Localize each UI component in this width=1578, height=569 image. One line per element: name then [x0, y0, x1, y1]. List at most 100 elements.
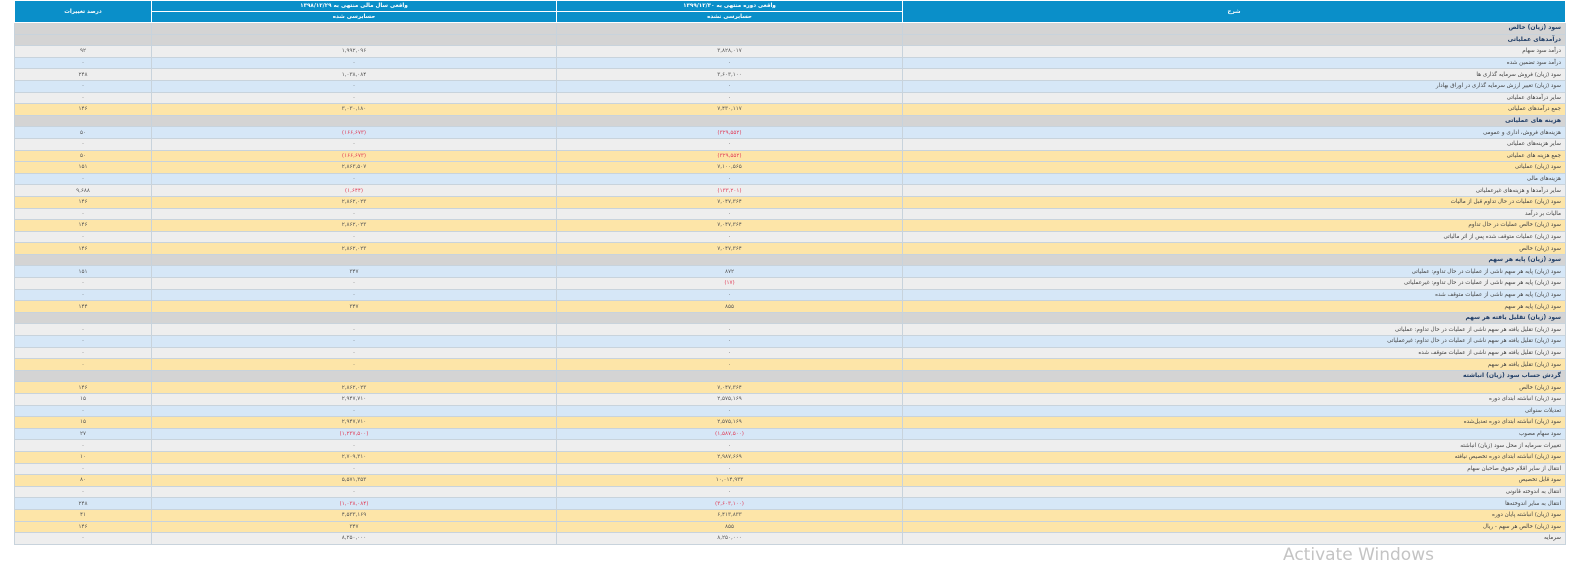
prior-value-cell: ۲,۸۶۳,۵۰۷: [151, 161, 557, 174]
prior-value-cell: ۲,۹۴۷,۷۱۰: [151, 393, 557, 406]
prior-value-cell: [151, 33, 557, 47]
table-row: ۲۴۸ (۱,۰۳۸,۰۸۴) (۳,۶۰۳,۱۰۰) انتقال به سایر …: [14, 497, 1566, 510]
section-title: سود (زیان) پایه هر سهم: [902, 253, 1566, 267]
row-description: انتقال از سایر اقلام حقوق صاحبان سهام: [902, 462, 1566, 476]
current-audit-status: حسابرسی نشده: [556, 11, 903, 23]
current-value-cell: ۰: [556, 485, 903, 499]
row-description: سود سهام مصوب: [902, 427, 1566, 441]
row-description: سود (زیان) انباشته ابتدای دوره تعدیل‌شده: [902, 416, 1566, 429]
prior-value-cell: ۲,۹۴۷,۷۱۰: [151, 416, 557, 429]
current-value-cell: ۷,۰۴۷,۳۶۴: [556, 381, 903, 394]
row-description: سود (زیان) عملیات متوقف شده پس از اثر ما…: [902, 230, 1566, 244]
change-cell: ۵۰: [14, 149, 152, 163]
row-description: هزینه‌های مالی: [902, 172, 1566, 186]
current-value-cell: ۰: [556, 335, 903, 348]
row-description: تغییرات سرمایه از محل سود (زیان) انباشته: [902, 439, 1566, 452]
current-value-cell: ۱۰,۰۱۴,۹۳۳: [556, 474, 903, 487]
current-value-cell: (۳,۶۰۳,۱۰۰): [556, 497, 903, 510]
change-cell: ۰: [14, 56, 152, 70]
row-description: سود قابل تخصیص: [902, 474, 1566, 487]
table-row: ۰ ۰ ۰ سود (زیان) تقلیل یافته هر سهم: [14, 358, 1566, 371]
table-row: ۱۴۶ ۳۴۷ ۸۵۵ سود (زیان) خالص هر سهم - ریال: [14, 520, 1566, 534]
header-row: درصد تغییرات واقعی سال مالی منتهی به ۱۳۹…: [14, 0, 1566, 23]
table-row: ۵۰ (۱۶۶,۶۷۳) (۳۲۹,۵۵۲) هزینه‌های فروش، ادار…: [14, 126, 1566, 139]
prior-value-cell: ۰: [151, 335, 557, 348]
current-value-cell: [556, 253, 903, 267]
row-description: سرمایه: [902, 532, 1566, 545]
table-row: ۱۵ ۲,۹۴۷,۷۱۰ ۲,۵۷۵,۱۶۹ سود (زیان) انباشته ا…: [14, 393, 1566, 406]
table-row: ۴۱ ۴,۵۳۳,۱۶۹ ۶,۴۱۳,۸۳۳ سود (زیان) انباشته پ…: [14, 508, 1566, 522]
row-description: سود (زیان) خالص عملیات در حال تداوم: [902, 219, 1566, 232]
change-cell: [14, 33, 152, 47]
prior-value-cell: ۰: [151, 277, 557, 290]
row-description: سایر درآمدهای عملیاتی: [902, 91, 1566, 105]
current-value-cell: ۶,۴۱۳,۸۳۳: [556, 508, 903, 522]
change-cell: ۰: [14, 532, 152, 545]
row-description: سود (زیان) انباشته ابتدای دوره: [902, 393, 1566, 406]
prior-value-cell: ۰: [151, 358, 557, 371]
current-value-cell: ۸,۲۵۰,۰۰۰: [556, 532, 903, 545]
row-description: جمع درآمدهای عملیاتی: [902, 103, 1566, 116]
table-row: ۰ ۰ ۰ سود (زیان) پایه هر سهم ناشی از عملیات…: [14, 288, 1566, 302]
prior-value-cell: ۳۴۷: [151, 520, 557, 534]
change-cell: [14, 253, 152, 267]
current-value-cell: ۰: [556, 323, 903, 337]
change-cell: ۱۵: [14, 416, 152, 429]
current-value-cell: ۸۵۵: [556, 520, 903, 534]
table-row: ۹,۶۸۸ (۱,۶۴۴) (۱۳۳,۲۰۱) سایر درآمدها و هزین…: [14, 184, 1566, 197]
row-description: سود (زیان) پایه هر سهم ناشی از عملیات در…: [902, 277, 1566, 290]
current-value-cell: ۰: [556, 404, 903, 418]
row-description: سود (زیان) انباشته پایان دوره: [902, 508, 1566, 522]
change-cell: [14, 114, 152, 128]
section-header-row: درآمدهای عملیاتی: [14, 33, 1566, 47]
table-row: ۰ ۰ ۰ سود (زیان) تقلیل یافته هر سهم ناشی از…: [14, 323, 1566, 337]
current-value-cell: ۲,۵۷۵,۱۶۹: [556, 416, 903, 429]
prior-value-cell: (۱,۰۳۸,۰۸۴): [151, 497, 557, 510]
prior-value-cell: ۰: [151, 207, 557, 221]
current-value-cell: ۰: [556, 288, 903, 302]
section-header-row: سود (زیان) تقلیل یافته هر سهم: [14, 311, 1566, 325]
table-row: ۱۴۶ ۳,۰۳۰,۱۸۰ ۷,۴۳۰,۱۱۷ جمع درآمدهای عملیات…: [14, 103, 1566, 116]
row-description: سود (زیان) پایه هر سهم ناشی از عملیات در…: [902, 265, 1566, 279]
change-cell: ۱۵۱: [14, 161, 152, 174]
current-value-cell: ۲,۹۸۷,۶۶۹: [556, 450, 903, 464]
table-row: ۰ ۰ ۰ درآمد سود تضمین شده: [14, 56, 1566, 70]
row-description: سود (زیان) تقلیل یافته هر سهم ناشی از عم…: [902, 346, 1566, 360]
table-row: ۰ ۰ ۰ مالیات بر درآمد: [14, 207, 1566, 221]
table-row: ۰ ۰ ۰ هزینه‌های مالی: [14, 172, 1566, 186]
section-title: سود (زیان) تقلیل یافته هر سهم: [902, 311, 1566, 325]
prior-value-cell: ۳۴۷: [151, 265, 557, 279]
table-row: ۰ ۰ ۰ سود (زیان) تقلیل یافته هر سهم ناشی از…: [14, 335, 1566, 348]
current-value-cell: (۱,۵۸۷,۵۰۰): [556, 427, 903, 441]
current-value-cell: ۷,۰۴۷,۳۶۴: [556, 242, 903, 255]
prior-value-cell: [151, 253, 557, 267]
table-row: ۱۵ ۲,۹۴۷,۷۱۰ ۲,۵۷۵,۱۶۹ سود (زیان) انباشته ا…: [14, 416, 1566, 429]
current-value-cell: [556, 114, 903, 128]
change-cell: ۱۴۶: [14, 103, 152, 116]
change-cell: [14, 22, 152, 35]
prior-value-cell: ۰: [151, 323, 557, 337]
current-value-cell: ۳,۸۲۸,۰۱۷: [556, 45, 903, 58]
current-value-cell: ۳,۶۰۳,۱۰۰: [556, 68, 903, 81]
row-description: سود (زیان) پایه هر سهم: [902, 300, 1566, 313]
financial-statement-table: درصد تغییرات واقعی سال مالی منتهی به ۱۳۹…: [14, 0, 1566, 545]
prior-value-cell: ۱,۰۳۸,۰۸۴: [151, 68, 557, 81]
table-row: ۰ ۰ ۰ سایر درآمدهای عملیاتی: [14, 91, 1566, 105]
windows-activation-watermark: Activate Windows: [1283, 545, 1434, 565]
prior-value-cell: ۰: [151, 56, 557, 70]
change-cell: ۱۴۶: [14, 381, 152, 394]
table-row: ۲۷ (۱,۲۳۷,۵۰۰) (۱,۵۸۷,۵۰۰) سود سهام مصوب: [14, 427, 1566, 441]
change-cell: ۴۱: [14, 508, 152, 522]
current-value-cell: ۸۷۲: [556, 265, 903, 279]
prior-value-cell: ۰: [151, 346, 557, 360]
current-value-cell: [556, 33, 903, 47]
table-row: ۰ ۰ ۰ انتقال از سایر اقلام حقوق صاحبان سهام: [14, 462, 1566, 476]
table-row: ۲۴۸ ۱,۰۳۸,۰۸۴ ۳,۶۰۳,۱۰۰ سود (زیان) فروش سرم…: [14, 68, 1566, 81]
row-description: سایر هزینه‌های عملیاتی: [902, 137, 1566, 151]
row-description: جمع هزینه های عملیاتی: [902, 149, 1566, 163]
row-description: سود (زیان) تقلیل یافته هر سهم ناشی از عم…: [902, 335, 1566, 348]
current-value-cell: [556, 22, 903, 35]
change-cell: ۰: [14, 404, 152, 418]
table-row: ۰ ۰ (۱۷) سود (زیان) پایه هر سهم ناشی از عمل…: [14, 277, 1566, 290]
current-value-cell: ۸۵۵: [556, 300, 903, 313]
